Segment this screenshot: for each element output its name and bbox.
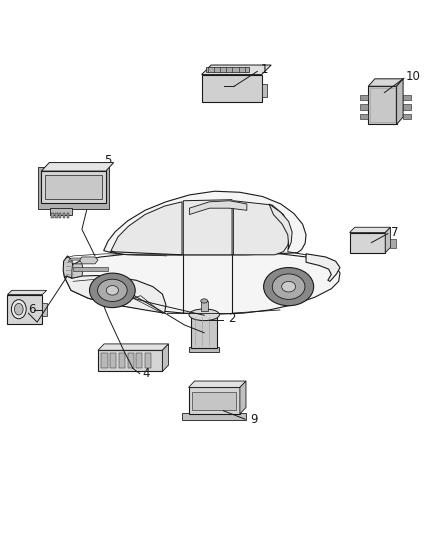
Bar [350, 232, 385, 253]
Polygon shape [188, 381, 246, 387]
Polygon shape [269, 204, 292, 251]
Bar [59, 214, 61, 217]
Bar [73, 266, 108, 271]
Bar [191, 315, 217, 348]
Bar [192, 392, 237, 410]
Bar [67, 214, 69, 217]
Ellipse shape [11, 300, 26, 319]
Bar [42, 303, 47, 316]
Polygon shape [98, 344, 169, 350]
Bar [182, 413, 247, 420]
Text: 5: 5 [104, 154, 111, 167]
Bar [51, 214, 53, 217]
Polygon shape [162, 344, 169, 372]
Bar [368, 86, 396, 124]
Bar [7, 295, 42, 324]
Ellipse shape [264, 268, 314, 306]
Ellipse shape [282, 281, 296, 292]
Polygon shape [233, 201, 290, 255]
Polygon shape [396, 79, 403, 124]
Bar [188, 387, 240, 414]
Text: 1: 1 [260, 63, 268, 76]
Polygon shape [385, 227, 391, 253]
Bar [38, 167, 110, 209]
Bar [206, 67, 250, 72]
Bar [145, 353, 151, 368]
Polygon shape [63, 256, 73, 278]
Bar [370, 88, 395, 122]
Bar [119, 353, 125, 368]
Ellipse shape [98, 279, 127, 302]
Bar [98, 350, 162, 372]
Polygon shape [104, 191, 306, 255]
Polygon shape [72, 264, 83, 278]
Ellipse shape [189, 309, 219, 320]
Text: 6: 6 [28, 303, 36, 317]
Polygon shape [201, 65, 271, 75]
Polygon shape [69, 258, 82, 262]
Text: 9: 9 [251, 413, 258, 426]
Bar [403, 104, 411, 110]
Bar [127, 353, 134, 368]
Bar [261, 84, 267, 97]
Polygon shape [184, 200, 232, 255]
Text: 10: 10 [406, 70, 421, 83]
Polygon shape [64, 276, 166, 313]
Bar [102, 353, 108, 368]
Bar [110, 353, 116, 368]
Polygon shape [80, 257, 98, 264]
Ellipse shape [201, 299, 208, 303]
Bar [403, 114, 411, 119]
Polygon shape [306, 254, 340, 281]
Polygon shape [111, 202, 182, 255]
Polygon shape [240, 381, 246, 414]
Ellipse shape [106, 286, 118, 295]
Polygon shape [42, 163, 114, 171]
Text: 4: 4 [143, 367, 150, 380]
Bar [201, 75, 261, 102]
Bar [403, 95, 411, 100]
Polygon shape [7, 290, 47, 295]
Bar [360, 104, 368, 110]
Polygon shape [189, 201, 247, 215]
Polygon shape [64, 251, 340, 314]
Polygon shape [368, 79, 403, 86]
Bar [360, 95, 368, 100]
Bar [136, 353, 142, 368]
Bar [55, 214, 57, 217]
Ellipse shape [272, 274, 305, 300]
Bar [391, 239, 396, 248]
Ellipse shape [14, 303, 23, 315]
Text: 7: 7 [391, 225, 399, 239]
Bar [42, 171, 106, 203]
Bar [360, 114, 368, 119]
Polygon shape [350, 227, 391, 232]
Text: 2: 2 [228, 312, 235, 325]
Bar [50, 208, 72, 215]
Bar [63, 214, 65, 217]
Bar [201, 301, 208, 311]
Bar [189, 346, 219, 352]
Ellipse shape [89, 273, 135, 308]
Bar [45, 175, 102, 199]
